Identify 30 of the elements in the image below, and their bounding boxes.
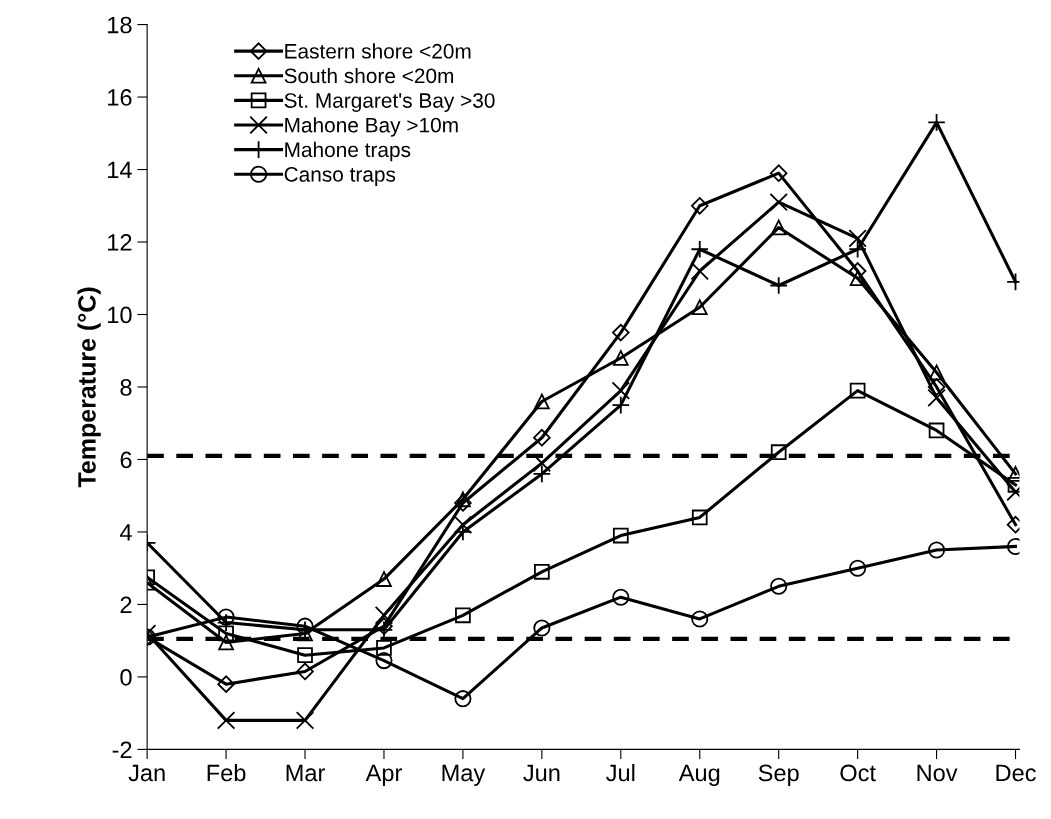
y-tick-label: 6 bbox=[120, 451, 132, 469]
x-tick-label: Jan bbox=[128, 764, 165, 782]
legend-label: Canso traps bbox=[284, 167, 396, 186]
legend-label: Mahone Bay >10m bbox=[285, 117, 458, 137]
x-tick-label: Apr bbox=[365, 764, 402, 786]
x-tick-label: Dec bbox=[996, 764, 1036, 782]
y-tick-label: 18 bbox=[108, 16, 132, 34]
legend-label: Mahone traps bbox=[285, 141, 411, 162]
y-tick-label: 4 bbox=[119, 524, 132, 541]
x-tick-label: Aug bbox=[678, 764, 720, 786]
x-tick-label: Feb bbox=[207, 763, 246, 782]
x-tick-label: Jul bbox=[606, 763, 635, 782]
y-tick-label: 2 bbox=[120, 596, 132, 613]
x-tick-label: Oct bbox=[840, 764, 876, 782]
x-tick-label: Nov bbox=[917, 764, 958, 782]
x-tick-label: Mar bbox=[286, 764, 325, 782]
legend-label: Eastern shore <20m bbox=[285, 43, 471, 59]
legend-label: South shore <20m bbox=[284, 67, 454, 84]
y-tick-label: 0 bbox=[120, 668, 132, 686]
y-tick-label: 16 bbox=[108, 89, 132, 106]
y-tick-label: 10 bbox=[108, 306, 132, 324]
x-tick-label: Jun bbox=[523, 764, 560, 782]
x-tick-label: Sep bbox=[758, 764, 799, 786]
y-tick-label: -2 bbox=[112, 741, 132, 758]
x-tick-label: May bbox=[442, 764, 486, 786]
y-tick-label: 12 bbox=[108, 234, 132, 251]
y-tick-label: 14 bbox=[108, 161, 132, 179]
y-axis-title: Temperature (°C) bbox=[77, 287, 101, 488]
legend-label: St. Margaret's Bay >30 bbox=[284, 93, 495, 112]
y-tick-label: 8 bbox=[120, 379, 132, 396]
